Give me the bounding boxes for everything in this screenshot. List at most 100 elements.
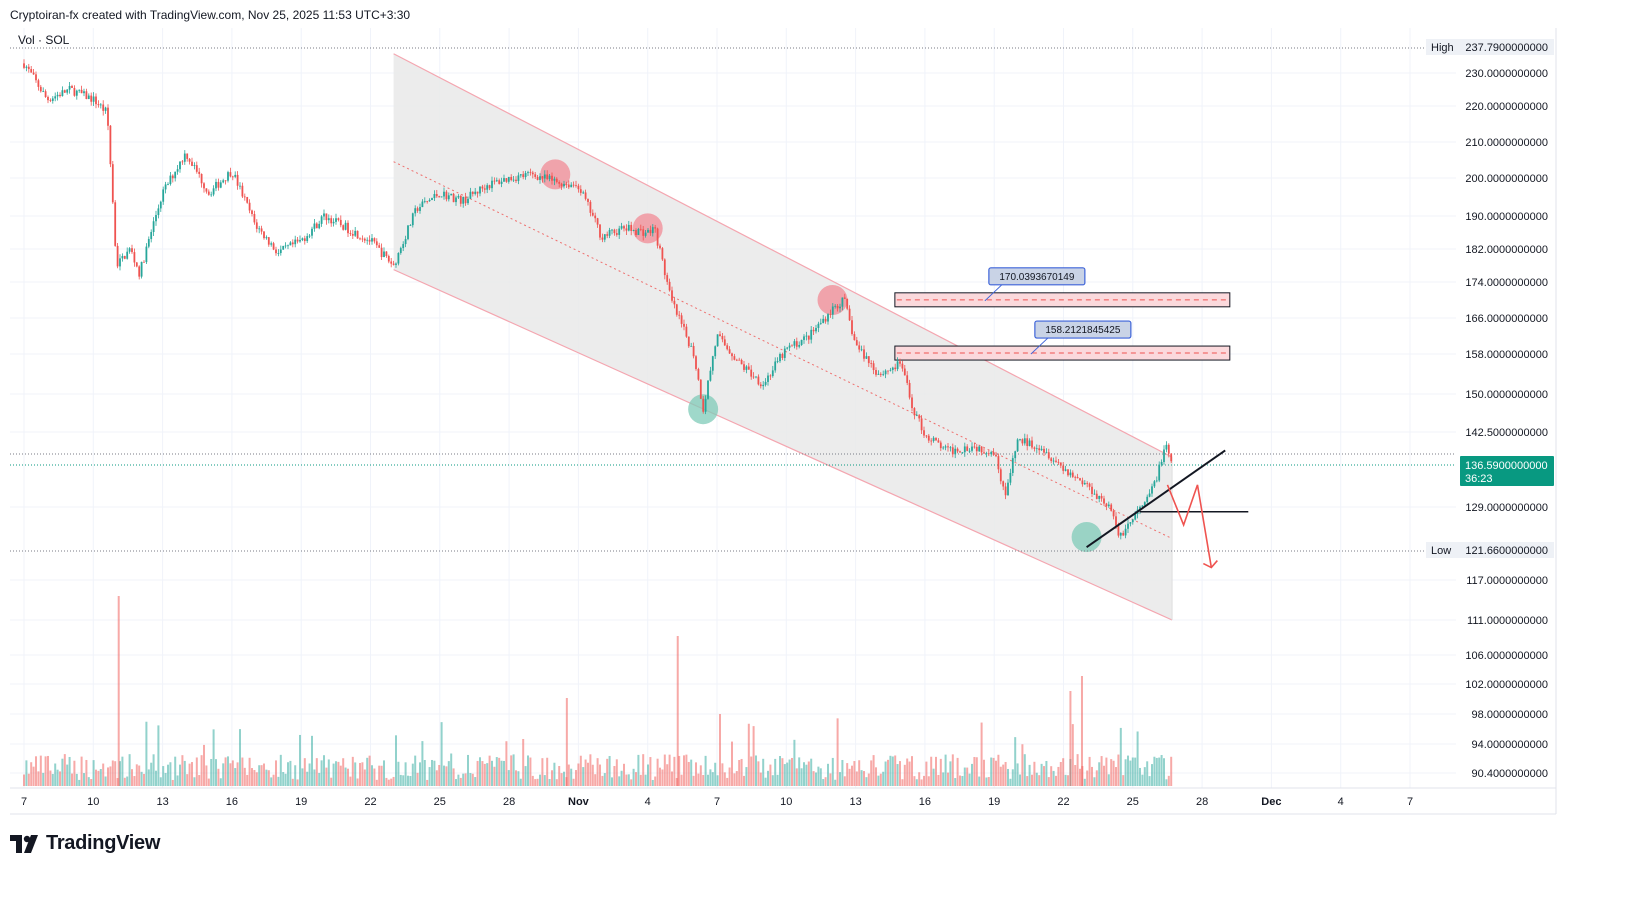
volume-bar [92,760,95,786]
high-label-value: 237.7900000000 [1465,42,1548,54]
volume-bar [558,766,561,786]
candle-body [1155,480,1158,482]
date-tick-label: 28 [1196,796,1208,808]
volume-bar [320,760,323,786]
volume-bar [147,769,150,786]
volume-bar [747,723,750,786]
candle-body [536,176,539,180]
volume-bar [877,775,880,786]
candle-body [97,104,100,106]
volume-bar [131,769,133,786]
volume-bar [630,779,633,786]
volume-bar [812,771,815,786]
candle-body [723,339,726,346]
candle-body [675,304,678,315]
volume-bar [1007,768,1009,786]
volume-bar [819,768,822,786]
volume-bar [203,744,205,786]
volume-bar [476,760,479,786]
candle-body [133,252,136,263]
volume-bar [555,779,558,786]
candle-body [1033,447,1036,449]
candle-body [27,66,30,70]
volume-bar [594,774,597,786]
ascending-trendline [1086,449,1226,548]
volume-bar [1035,772,1038,786]
volume-bar [56,769,59,786]
volume-bar [1091,766,1093,786]
volume-bar [224,757,227,786]
volume-bar [687,761,690,786]
volume-bar [294,765,297,786]
volume-bar [270,777,273,786]
volume-bar [123,777,126,786]
volume-bar [327,759,330,786]
volume-bar [236,762,239,786]
volume-bar [915,779,918,786]
candle-body [493,180,496,182]
candle-body [351,233,354,236]
candle-body [584,192,587,199]
resistance-zones[interactable]: 170.0393670149 158.2121845425 [894,267,1231,361]
candle-body [234,174,237,177]
volume-bar [54,763,57,786]
price-axis[interactable]: 230.0000000000 220.0000000000 210.00000000… [1426,39,1554,780]
volume-bar [397,761,400,786]
volume-bar [822,779,825,786]
trend-drawings[interactable] [1086,449,1249,569]
candle-body [601,237,604,240]
volume-bar [462,773,465,786]
volume-bar [498,757,501,786]
volume-bar [851,765,853,786]
volume-bar [925,761,928,786]
volume-bar [987,777,990,786]
candle-body [49,100,52,101]
candle-body [315,223,318,229]
volume-spike [1080,676,1083,786]
volume-bar [217,768,220,786]
candle-body [169,175,172,185]
volume-bar [222,763,225,786]
candle-body [906,375,909,383]
descending-channel[interactable] [393,53,1173,621]
volume-bar [661,769,664,786]
volume-bar [639,774,642,786]
candle-body [1139,506,1141,510]
label-pointer [1030,336,1050,355]
volume-bar [339,765,342,786]
candle-body [200,173,203,184]
candle-body [498,180,501,184]
candle-body [171,175,174,179]
candle-body [1007,482,1009,496]
candle-body [409,225,412,226]
volume-bar [126,776,129,786]
candle-body [963,446,966,453]
candle-body [104,107,107,111]
volume-bar [711,772,714,786]
volume-bar [786,762,789,786]
candle-body [123,256,126,259]
time-axis[interactable]: 7 10 13 16 19 22 25 28 Nov 4 7 10 13 16 19 22 25 28 Dec 4 7 [21,796,1413,808]
volume-bar [829,773,832,786]
brand-name: TradingView [46,832,161,854]
candle-body [47,96,49,101]
channel-lower-line [393,269,1173,621]
volume-bar [860,770,863,786]
candle-body [301,238,304,241]
volume-bar [601,775,604,786]
candle-body [555,178,558,183]
volume-bar [858,760,861,786]
candle-body [745,366,748,370]
candle-body [918,415,921,419]
candle-body [786,347,789,349]
candle-body [839,306,841,309]
candle-body [452,193,455,203]
candle-body [971,446,973,451]
volume-bar [903,764,906,786]
candle-body [606,234,609,236]
volume-bar [781,758,784,786]
tradingview-brand[interactable]: TradingView [10,832,160,855]
candle-body [42,91,45,93]
date-tick-label: 13 [849,796,861,808]
